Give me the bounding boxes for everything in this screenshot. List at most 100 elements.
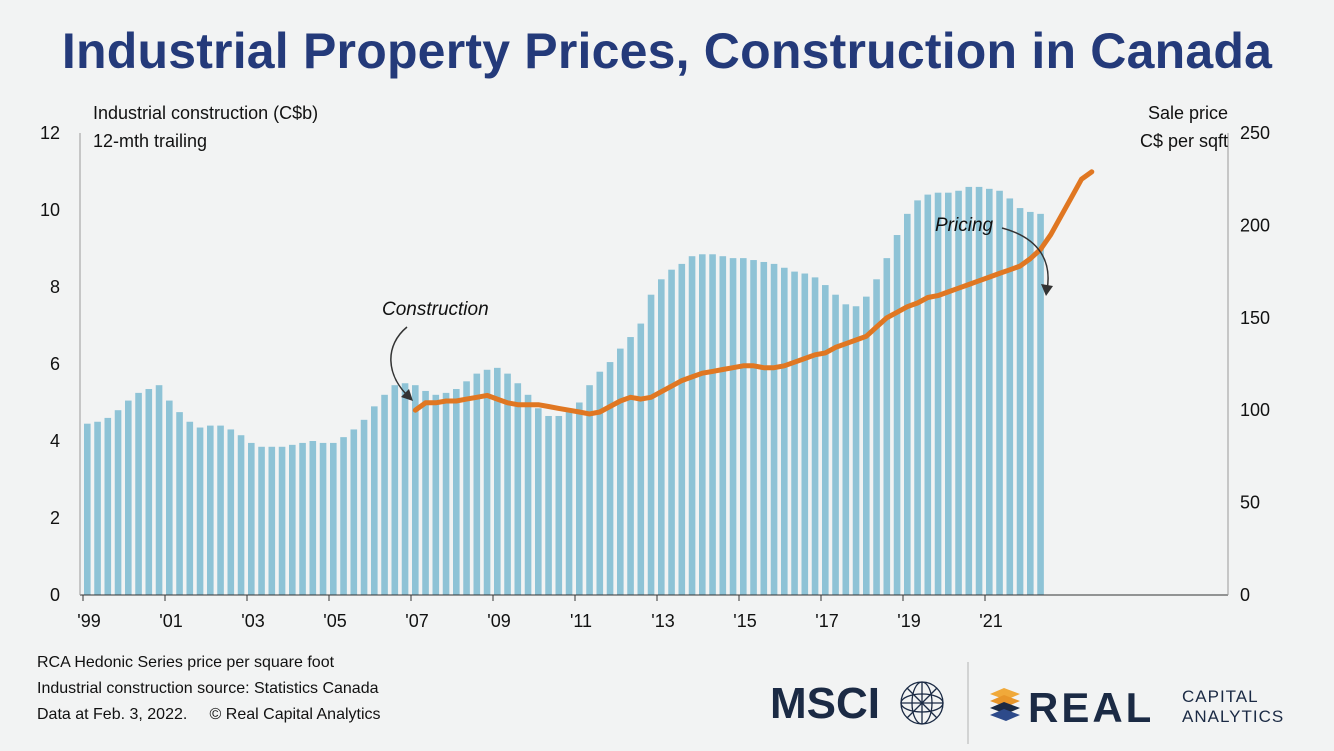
construction-bar — [463, 381, 470, 595]
construction-bar — [350, 429, 358, 595]
construction-bar — [791, 271, 798, 595]
left-tick-label: 2 — [50, 508, 60, 528]
construction-bar — [248, 442, 255, 595]
x-tick-label: '05 — [323, 611, 346, 631]
axes — [79, 133, 1229, 596]
x-tick-label: '21 — [979, 611, 1002, 631]
construction-bar — [668, 269, 675, 595]
construction-bar — [1037, 213, 1044, 595]
logos: MSCI REAL CAPITAL ANALYTICS — [770, 662, 1284, 744]
construction-bar — [145, 389, 153, 595]
x-tick-label: '11 — [570, 611, 592, 631]
construction-bar — [709, 254, 716, 595]
construction-bar — [125, 400, 132, 595]
construction-bar — [719, 256, 727, 595]
left-axis-label-1: Industrial construction (C$b) — [93, 103, 318, 123]
construction-bar — [319, 442, 327, 595]
construction-bar — [842, 304, 850, 595]
construction-bar — [822, 285, 829, 595]
construction-bar — [770, 263, 778, 595]
right-axis-label-2: C$ per sqft — [1140, 131, 1228, 151]
construction-bar — [94, 421, 101, 595]
construction-arrow — [390, 326, 411, 399]
construction-bar — [227, 429, 235, 595]
construction-bar — [617, 348, 624, 595]
construction-bar — [996, 190, 1003, 595]
construction-bar — [606, 362, 614, 595]
construction-bar — [545, 415, 552, 595]
construction-annotation: Construction — [382, 299, 489, 320]
construction-bar — [268, 446, 276, 595]
construction-bar — [309, 441, 317, 595]
construction-bar — [371, 406, 378, 595]
construction-bar — [750, 260, 757, 595]
x-tick-label: '07 — [405, 611, 428, 631]
construction-bar — [422, 390, 429, 595]
construction-bar — [84, 423, 91, 595]
real-analytics-text: ANALYTICS — [1182, 707, 1284, 726]
pricing-line — [412, 169, 1095, 417]
construction-bar — [1027, 211, 1034, 596]
construction-bar — [883, 258, 891, 595]
x-tick-label: '99 — [77, 611, 100, 631]
construction-bar — [360, 419, 368, 595]
construction-bar — [237, 435, 245, 595]
construction-bar — [893, 235, 901, 595]
construction-bar — [955, 190, 962, 595]
msci-logo-text: MSCI — [770, 679, 880, 728]
x-tick-label: '01 — [159, 611, 182, 631]
construction-bar — [576, 402, 583, 595]
construction-bar — [473, 373, 481, 595]
construction-bar — [391, 385, 399, 595]
msci-globe-icon — [900, 681, 944, 725]
x-tick-label: '17 — [815, 611, 838, 631]
construction-bar — [647, 294, 655, 595]
left-tick-label: 6 — [50, 354, 60, 374]
construction-bar — [330, 442, 337, 595]
construction-bar — [924, 194, 932, 595]
construction-bar — [135, 392, 142, 595]
construction-bar — [658, 279, 665, 595]
construction-bar — [453, 389, 460, 595]
pricing-annotation: Pricing — [935, 215, 994, 236]
x-tick-label: '03 — [241, 611, 264, 631]
left-tick-label: 10 — [40, 200, 60, 220]
construction-bar — [155, 385, 163, 595]
construction-bar — [740, 258, 747, 595]
construction-bar — [432, 394, 440, 595]
construction-bar — [535, 408, 542, 595]
construction-bar — [637, 323, 645, 595]
construction-bar — [504, 373, 511, 595]
right-tick-label: 200 — [1240, 215, 1270, 235]
construction-bar — [289, 444, 296, 595]
left-tick-label: 12 — [40, 123, 60, 143]
construction-bar — [401, 383, 409, 595]
construction-bar — [832, 294, 839, 595]
construction-bar — [494, 367, 501, 595]
footer-source-1: RCA Hedonic Series price per square foot — [37, 654, 335, 671]
construction-bar — [699, 254, 706, 595]
construction-bar — [217, 425, 224, 595]
construction-bar — [760, 261, 768, 595]
footer-source-2: Industrial construction source: Statisti… — [37, 680, 379, 697]
construction-bar — [114, 410, 122, 595]
real-stack-icon — [990, 688, 1020, 721]
construction-bar — [555, 415, 563, 595]
construction-arrowhead — [401, 389, 413, 401]
left-tick-label: 0 — [50, 585, 60, 605]
construction-bar — [627, 337, 634, 595]
construction-bar — [176, 412, 183, 595]
pricing-arrowhead — [1041, 284, 1053, 296]
construction-bar — [258, 446, 265, 595]
construction-bar — [299, 442, 306, 595]
construction-bar — [934, 192, 942, 596]
chart-title: Industrial Property Prices, Construction… — [61, 23, 1273, 79]
footer-data-date: Data at Feb. 3, 2022. © Real Capital Ana… — [37, 706, 381, 723]
construction-bar — [278, 446, 286, 595]
construction-bar — [565, 410, 573, 595]
construction-bar — [1006, 198, 1014, 595]
construction-bar — [801, 273, 809, 595]
x-tick-label: '19 — [897, 611, 920, 631]
construction-bar — [904, 213, 911, 595]
right-tick-label: 50 — [1240, 493, 1260, 513]
